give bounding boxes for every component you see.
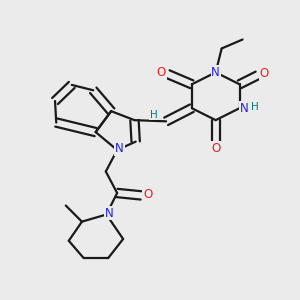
Text: N: N (211, 66, 220, 79)
Text: O: O (211, 142, 220, 155)
Text: O: O (260, 67, 269, 80)
Text: N: N (115, 142, 124, 155)
Text: O: O (157, 66, 166, 79)
Text: H: H (150, 110, 158, 120)
Text: N: N (104, 206, 113, 220)
Text: H: H (251, 102, 259, 112)
Text: N: N (239, 102, 248, 115)
Text: O: O (143, 188, 152, 201)
